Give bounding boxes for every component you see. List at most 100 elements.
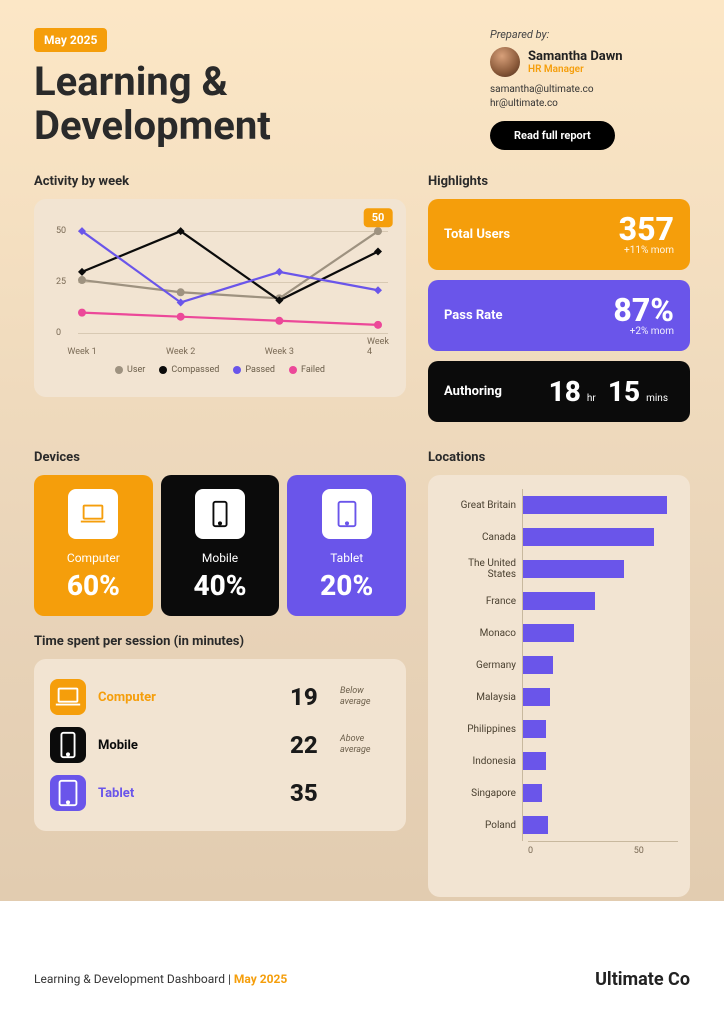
device-pct: 40%: [169, 569, 272, 602]
location-label: Malaysia: [440, 692, 522, 703]
date-badge: May 2025: [34, 28, 107, 52]
time-spent-value: 19: [290, 683, 340, 711]
highlight-value: 87%: [613, 294, 674, 326]
time-spent-value: 35: [290, 779, 340, 807]
location-label: Monaco: [440, 628, 522, 639]
location-row: Great Britain: [440, 489, 678, 521]
location-bar: [523, 496, 667, 514]
activity-line-chart: 02550Week 1Week 2Week 3Week 450: [56, 213, 388, 343]
location-bar: [523, 592, 595, 610]
location-label: Poland: [440, 820, 522, 831]
phone-icon: [195, 489, 245, 539]
time-spent-note: Below average: [340, 686, 390, 708]
device-card: Mobile 40%: [161, 475, 280, 616]
location-label: France: [440, 596, 522, 607]
footer-brand: Ultimate Co: [595, 969, 690, 990]
time-spent-value: 22: [290, 731, 340, 759]
highlights-title: Highlights: [428, 174, 690, 189]
location-row: Canada: [440, 521, 678, 553]
time-spent-row: Mobile 22 Above average: [48, 721, 392, 769]
highlights-section: Highlights Total Users 357 +11% mom Pass …: [428, 174, 690, 432]
time-spent-row: Tablet 35: [48, 769, 392, 817]
location-label: Singapore: [440, 788, 522, 799]
location-tick: 50: [634, 846, 644, 856]
time-spent-name: Tablet: [98, 786, 290, 801]
author-email-2: hr@ultimate.co: [490, 97, 690, 111]
location-bar: [523, 720, 546, 738]
legend-item: Compassed: [159, 365, 219, 375]
location-row: Indonesia: [440, 745, 678, 777]
location-row: Monaco: [440, 617, 678, 649]
location-bar: [523, 688, 550, 706]
device-label: Mobile: [169, 551, 272, 565]
phone-icon: [50, 727, 86, 763]
chart-callout: 50: [364, 208, 393, 227]
location-row: Germany: [440, 649, 678, 681]
location-label: Indonesia: [440, 756, 522, 767]
time-spent-section: Time spent per session (in minutes) Comp…: [34, 634, 406, 831]
legend-item: User: [115, 365, 145, 375]
tablet-icon: [50, 775, 86, 811]
legend-item: Passed: [233, 365, 275, 375]
devices-title: Devices: [34, 450, 406, 465]
location-row: The United States: [440, 553, 678, 585]
time-spent-title: Time spent per session (in minutes): [34, 634, 406, 649]
authoring-value: 18hr 15mins: [549, 375, 674, 408]
time-spent-name: Mobile: [98, 738, 290, 753]
highlight-label: Pass Rate: [444, 308, 503, 323]
locations-bar-chart: Great Britain Canada The United States F…: [440, 489, 678, 873]
time-spent-name: Computer: [98, 690, 290, 705]
title-block: May 2025 Learning & Development: [34, 28, 490, 150]
tablet-icon: [322, 489, 372, 539]
time-spent-note: Above average: [340, 734, 390, 756]
location-row: France: [440, 585, 678, 617]
highlight-label: Authoring: [444, 384, 502, 399]
legend-item: Failed: [289, 365, 325, 375]
location-bar: [523, 816, 548, 834]
page-title-line1: Learning &: [34, 60, 490, 104]
location-bar: [523, 784, 542, 802]
highlight-card: Total Users 357 +11% mom: [428, 199, 690, 270]
location-tick: 0: [528, 846, 533, 856]
highlight-value: 357: [619, 213, 674, 245]
location-bar: [523, 560, 624, 578]
prepared-by-block: Prepared by: Samantha Dawn HR Manager sa…: [490, 28, 690, 150]
activity-legend: User Compassed Passed Failed: [48, 365, 392, 375]
location-label: Great Britain: [440, 500, 522, 511]
location-row: Philippines: [440, 713, 678, 745]
author-name: Samantha Dawn: [528, 49, 623, 64]
laptop-icon: [68, 489, 118, 539]
highlight-authoring: Authoring 18hr 15mins: [428, 361, 690, 422]
read-full-report-button[interactable]: Read full report: [490, 121, 615, 150]
location-label: Canada: [440, 532, 522, 543]
locations-section: Locations Great Britain Canada The Unite…: [428, 450, 690, 897]
footer-text: Learning & Development Dashboard |: [34, 972, 234, 986]
locations-title: Locations: [428, 450, 690, 465]
location-bar: [523, 752, 546, 770]
highlight-sub: +11% mom: [619, 245, 674, 256]
location-bar: [523, 656, 553, 674]
location-row: Singapore: [440, 777, 678, 809]
location-row: Poland: [440, 809, 678, 841]
highlight-label: Total Users: [444, 227, 510, 242]
activity-section: Activity by week 02550Week 1Week 2Week 3…: [34, 174, 406, 432]
footer: Learning & Development Dashboard | May 2…: [0, 934, 724, 1024]
location-bar: [523, 624, 574, 642]
location-label: Philippines: [440, 724, 522, 735]
location-label: Germany: [440, 660, 522, 671]
location-row: Malaysia: [440, 681, 678, 713]
location-label: The United States: [440, 558, 522, 580]
device-pct: 60%: [42, 569, 145, 602]
footer-date: May 2025: [234, 972, 287, 986]
device-card: Tablet 20%: [287, 475, 406, 616]
device-card: Computer 60%: [34, 475, 153, 616]
author-role: HR Manager: [528, 64, 623, 75]
laptop-icon: [50, 679, 86, 715]
author-email-1: samantha@ultimate.co: [490, 83, 690, 97]
device-label: Computer: [42, 551, 145, 565]
device-label: Tablet: [295, 551, 398, 565]
activity-title: Activity by week: [34, 174, 406, 189]
avatar: [490, 47, 520, 77]
prepared-label: Prepared by:: [490, 28, 690, 41]
device-pct: 20%: [295, 569, 398, 602]
